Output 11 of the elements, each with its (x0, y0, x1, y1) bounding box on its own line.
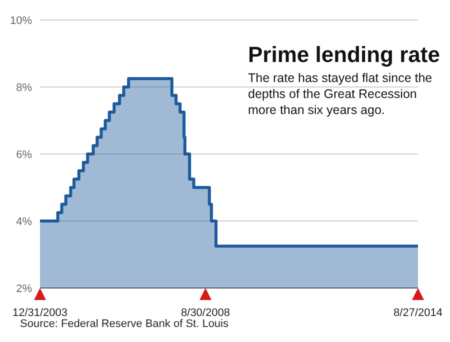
y-tick-label: 10% (10, 14, 32, 27)
y-tick-label: 2% (16, 282, 32, 295)
x-tick-label: 12/31/2003 (12, 307, 68, 319)
y-tick-label: 8% (16, 82, 32, 94)
source-note: Source: Federal Reserve Bank of St. Louis (20, 318, 228, 330)
y-tick-label: 4% (16, 216, 32, 228)
text: The rate has stayed flat since the depths of the Great Recession more than six years ago. (248, 70, 434, 118)
x-tick-label: 8/30/2008 (181, 307, 230, 319)
y-tick-label: 6% (16, 148, 32, 161)
x-tick-label: 8/27/2014 (394, 307, 442, 319)
text: Prime lending rate (248, 42, 440, 68)
